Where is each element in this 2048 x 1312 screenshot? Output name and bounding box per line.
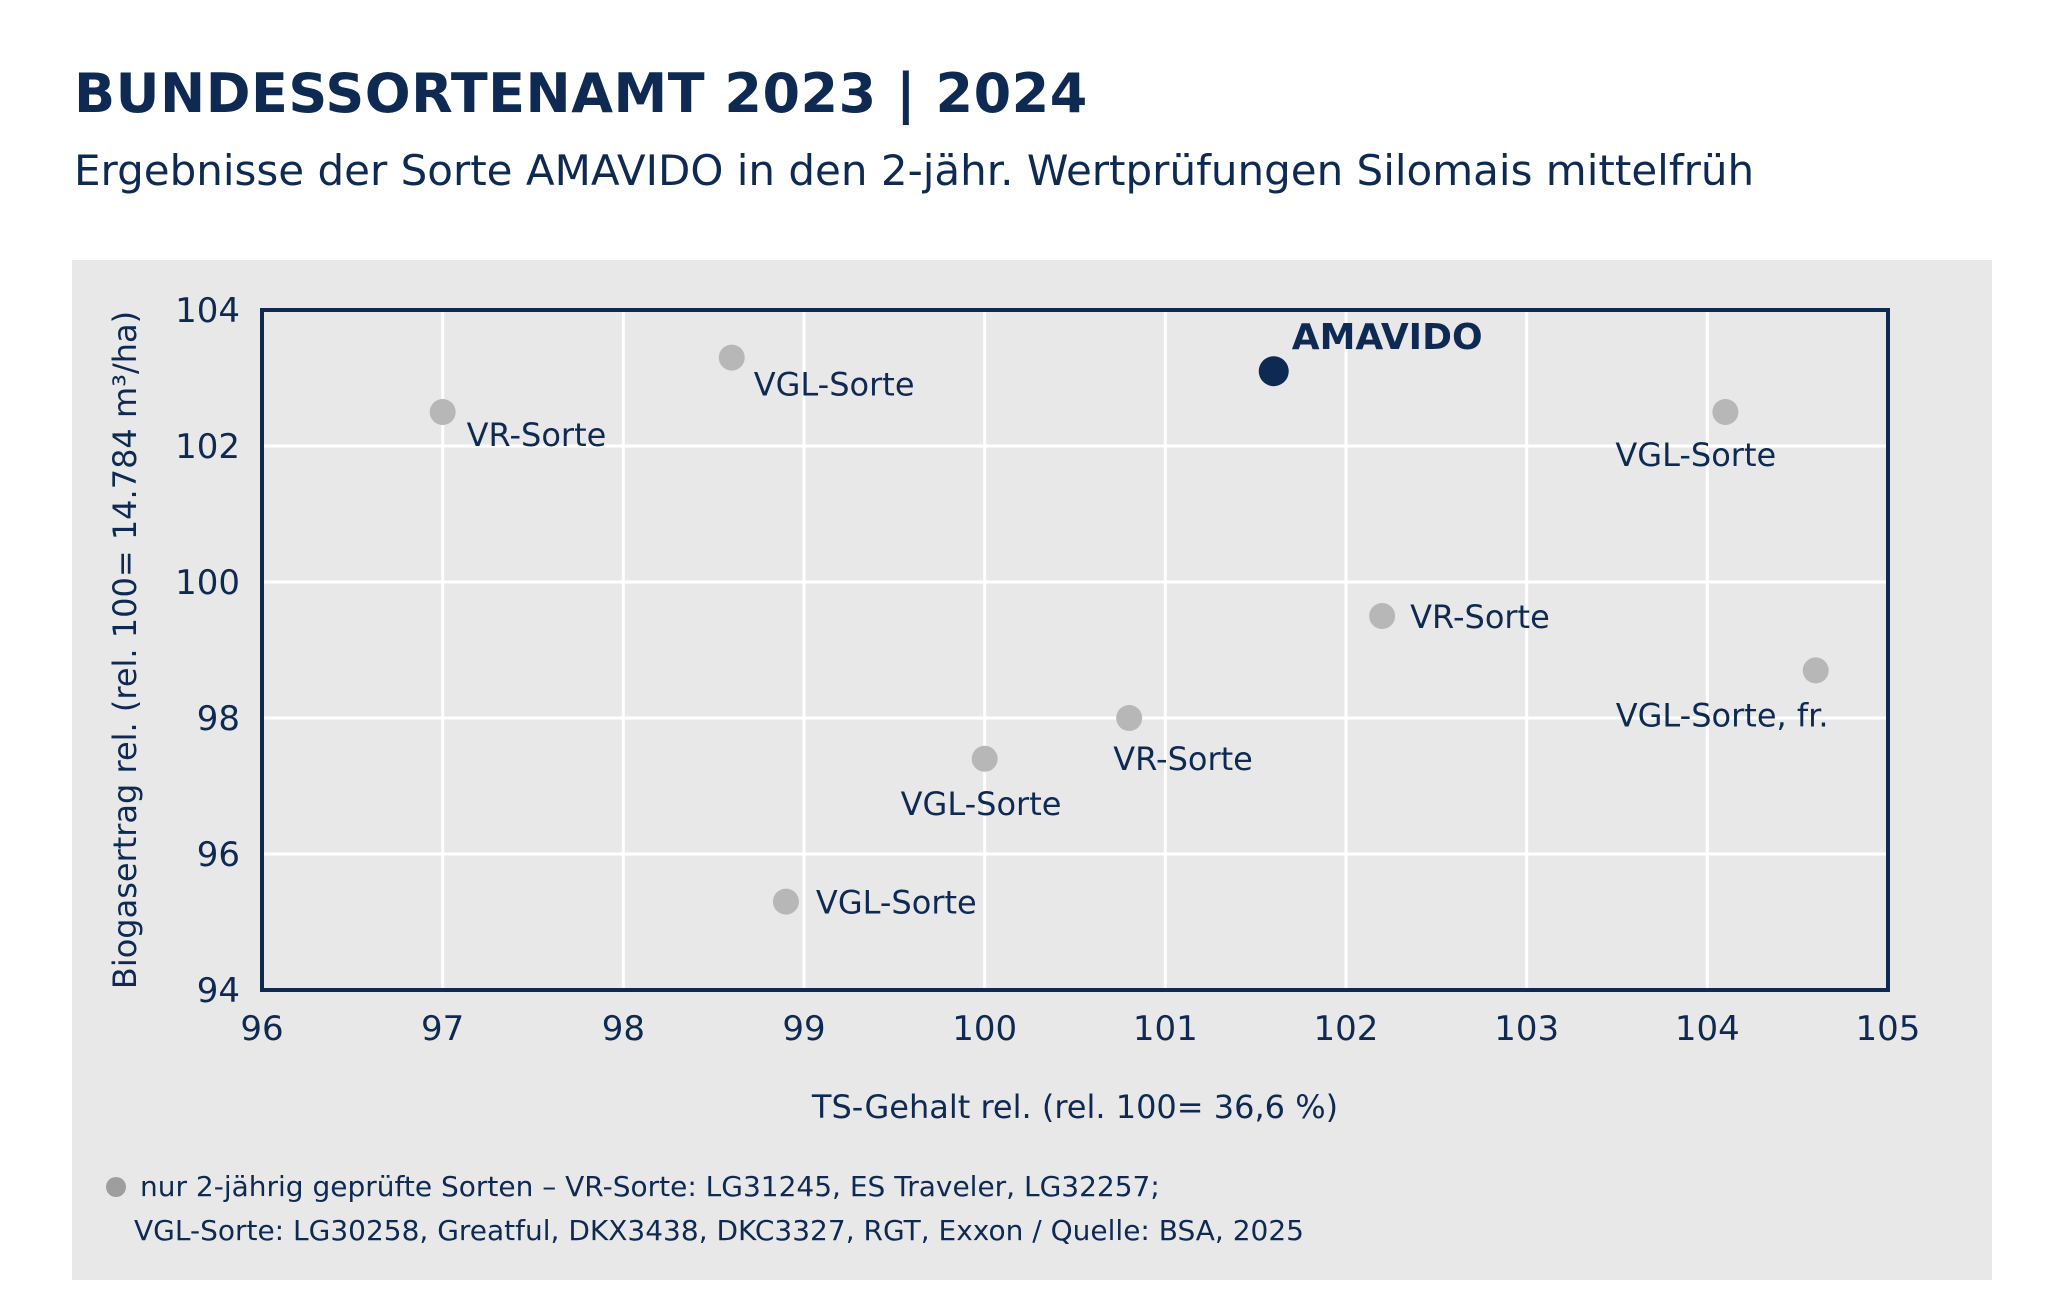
x-tick-label: 96: [240, 1009, 283, 1049]
point-label: VR-Sorte: [1410, 598, 1550, 636]
data-point: [1712, 399, 1739, 425]
legend-dot-icon: [106, 1177, 126, 1197]
page-subtitle: Ergebnisse der Sorte AMAVIDO in den 2-jä…: [74, 146, 1755, 195]
y-tick-label: 100: [175, 563, 240, 603]
x-tick-label: 103: [1494, 1009, 1559, 1049]
x-tick-label: 100: [952, 1009, 1017, 1049]
tick-labels: 96 97 98 99 100 101 102 103 104 10594969810010210…: [175, 291, 1920, 1049]
x-tick-label: 98: [602, 1009, 645, 1049]
data-point: [718, 344, 745, 371]
x-tick-label: 101: [1133, 1009, 1198, 1049]
y-tick-label: 102: [175, 427, 240, 467]
data-point: [1116, 705, 1143, 731]
point-label: VR-Sorte: [467, 416, 607, 454]
y-tick-label: 98: [197, 699, 240, 739]
x-tick-label: 104: [1675, 1009, 1740, 1049]
point-label: VGL-Sorte: [1615, 436, 1776, 474]
footnote-line-2: VGL-Sorte: LG30258, Greatful, DKX3438, D…: [134, 1214, 1304, 1247]
data-point-highlight: [1258, 356, 1289, 387]
x-tick-label: 97: [421, 1009, 464, 1049]
point-label: AMAVIDO: [1292, 317, 1483, 358]
point-label: VGL-Sorte, fr.: [1616, 696, 1829, 734]
page-title: BUNDESSORTENAMT 2023 | 2024: [74, 62, 1088, 125]
point-label: VGL-Sorte: [901, 785, 1062, 823]
data-point: [429, 399, 456, 425]
x-axis-label: TS-Gehalt rel. (rel. 100= 36,6 %): [811, 1088, 1338, 1126]
data-point: [971, 745, 998, 772]
data-point: [1802, 657, 1829, 684]
data-point: [1369, 603, 1396, 629]
x-tick-label: 105: [1856, 1009, 1921, 1049]
footnote-text-1: nur 2-jährig geprüfte Sorten – VR-Sorte:…: [140, 1170, 1160, 1203]
data-points: AMAVIDO VR-Sorte VGL-Sorte VGL-Sorte VR-Sort…: [429, 317, 1829, 922]
plot-frame: [260, 308, 1890, 992]
y-tick-label: 104: [175, 291, 240, 331]
grid-lines: [262, 310, 1888, 990]
y-tick-label: 96: [197, 835, 240, 875]
y-axis-label: Biogasertrag rel. (rel. 100= 14.784 m³/h…: [106, 311, 144, 989]
y-tick-label: 94: [197, 971, 240, 1011]
point-label: VR-Sorte: [1113, 740, 1253, 778]
x-tick-label: 102: [1314, 1009, 1379, 1049]
point-label: VGL-Sorte: [816, 884, 977, 922]
point-label: VGL-Sorte: [754, 366, 915, 404]
footnote-line-1: nur 2-jährig geprüfte Sorten – VR-Sorte:…: [106, 1170, 1160, 1203]
data-point: [772, 888, 799, 915]
x-tick-label: 99: [782, 1009, 825, 1049]
chart-panel: [72, 260, 1992, 1280]
